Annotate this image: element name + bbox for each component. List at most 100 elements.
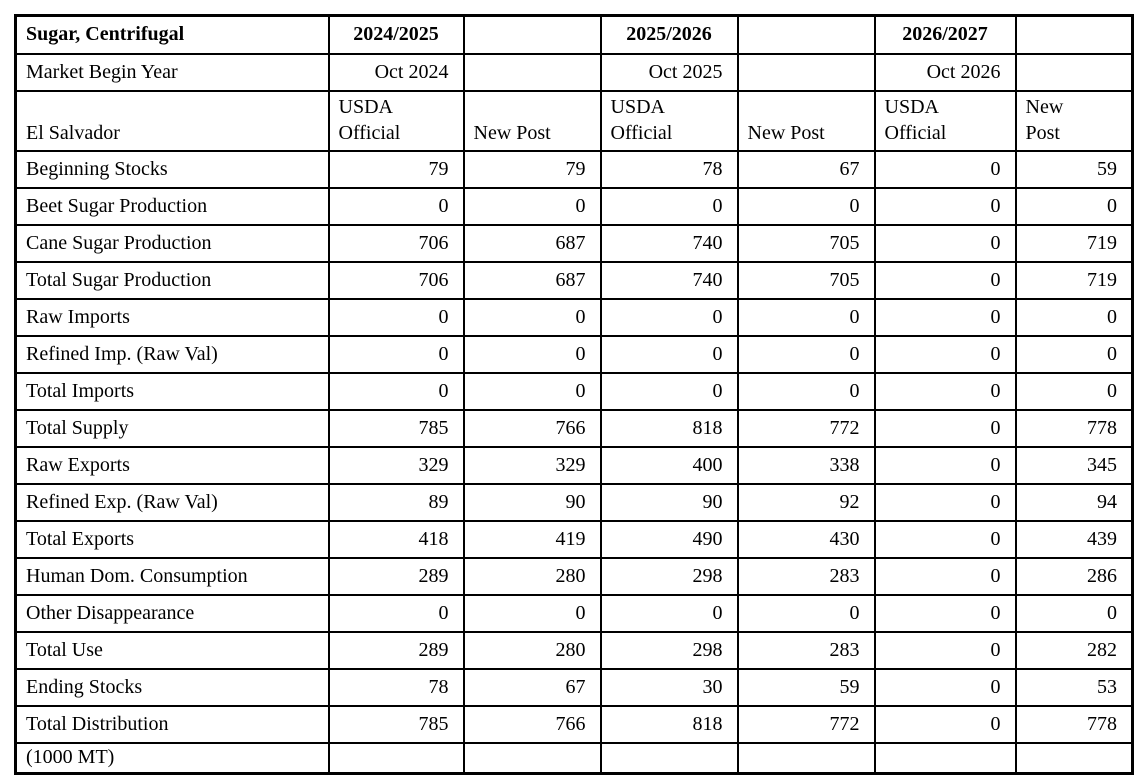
- value-cell: 283: [736, 556, 876, 596]
- value-cell: 0: [327, 593, 465, 633]
- value-cell: 705: [736, 223, 876, 263]
- empty-cell: [736, 741, 876, 775]
- value-cell: 79: [327, 149, 465, 189]
- table-row: Ending Stocks 78 67 30 59 0 53: [14, 667, 1134, 707]
- column-header-usda-official-2: USDA Official: [599, 89, 739, 152]
- value-cell: 0: [462, 186, 602, 226]
- value-cell: 67: [462, 667, 602, 707]
- value-cell: 78: [599, 149, 739, 189]
- value-cell: 0: [599, 334, 739, 374]
- value-cell: 706: [327, 223, 465, 263]
- value-cell: 400: [599, 445, 739, 485]
- value-cell: 0: [736, 297, 876, 337]
- value-cell: 92: [736, 482, 876, 522]
- market-begin-2026: Oct 2026: [873, 52, 1017, 92]
- table-row: Total Use 289 280 298 283 0 282: [14, 630, 1134, 670]
- value-cell: 0: [873, 149, 1017, 189]
- empty-cell: [599, 741, 739, 775]
- value-cell: 282: [1014, 630, 1134, 670]
- value-cell: 0: [736, 334, 876, 374]
- value-cell: 0: [1014, 371, 1134, 411]
- empty-cell: [462, 14, 602, 55]
- value-cell: 89: [327, 482, 465, 522]
- value-cell: 706: [327, 260, 465, 300]
- value-cell: 94: [1014, 482, 1134, 522]
- value-cell: 298: [599, 556, 739, 596]
- value-cell: 740: [599, 260, 739, 300]
- value-cell: 280: [462, 630, 602, 670]
- value-cell: 345: [1014, 445, 1134, 485]
- year-header-2024-2025: 2024/2025: [327, 14, 465, 55]
- value-cell: 0: [1014, 593, 1134, 633]
- value-cell: 719: [1014, 260, 1134, 300]
- value-cell: 289: [327, 556, 465, 596]
- value-cell: 0: [1014, 297, 1134, 337]
- value-cell: 772: [736, 408, 876, 448]
- row-label: Total Imports: [14, 371, 330, 411]
- value-cell: 0: [873, 334, 1017, 374]
- year-header-2025-2026: 2025/2026: [599, 14, 739, 55]
- row-label: Total Sugar Production: [14, 260, 330, 300]
- value-cell: 490: [599, 519, 739, 559]
- row-label: Ending Stocks: [14, 667, 330, 707]
- commodity-year-row: Sugar, Centrifugal 2024/2025 2025/2026 2…: [14, 14, 1134, 55]
- value-cell: 280: [462, 556, 602, 596]
- row-label: Other Disappearance: [14, 593, 330, 633]
- value-cell: 772: [736, 704, 876, 744]
- value-cell: 0: [873, 519, 1017, 559]
- table-row: Raw Imports 0 0 0 0 0 0: [14, 297, 1134, 337]
- row-label: Beet Sugar Production: [14, 186, 330, 226]
- value-cell: 0: [327, 334, 465, 374]
- column-header-new-post-2: New Post: [736, 89, 876, 152]
- value-cell: 0: [736, 371, 876, 411]
- table-row: Total Distribution 785 766 818 772 0 778: [14, 704, 1134, 744]
- empty-cell: [462, 741, 602, 775]
- value-cell: 0: [599, 297, 739, 337]
- value-cell: 0: [873, 445, 1017, 485]
- value-cell: 0: [736, 186, 876, 226]
- value-cell: 0: [873, 482, 1017, 522]
- unit-row: (1000 MT): [14, 741, 1134, 775]
- value-cell: 0: [736, 593, 876, 633]
- value-cell: 329: [462, 445, 602, 485]
- value-cell: 0: [873, 223, 1017, 263]
- value-cell: 705: [736, 260, 876, 300]
- value-cell: 439: [1014, 519, 1134, 559]
- row-label: Human Dom. Consumption: [14, 556, 330, 596]
- value-cell: 67: [736, 149, 876, 189]
- commodity-title: Sugar, Centrifugal: [14, 14, 330, 55]
- value-cell: 0: [873, 260, 1017, 300]
- value-cell: 0: [1014, 334, 1134, 374]
- value-cell: 0: [1014, 186, 1134, 226]
- row-label: Total Use: [14, 630, 330, 670]
- column-header-usda-official-3: USDA Official: [873, 89, 1017, 152]
- value-cell: 78: [327, 667, 465, 707]
- row-label: Refined Imp. (Raw Val): [14, 334, 330, 374]
- value-cell: 0: [462, 371, 602, 411]
- psd-table-body: Beginning Stocks 79 79 78 67 0 59 Beet S…: [14, 149, 1134, 744]
- empty-cell: [462, 52, 602, 92]
- table-row: Raw Exports 329 329 400 338 0 345: [14, 445, 1134, 485]
- table-row: Human Dom. Consumption 289 280 298 283 0…: [14, 556, 1134, 596]
- value-cell: 0: [462, 593, 602, 633]
- value-cell: 785: [327, 408, 465, 448]
- value-cell: 79: [462, 149, 602, 189]
- table-row: Other Disappearance 0 0 0 0 0 0: [14, 593, 1134, 633]
- value-cell: 286: [1014, 556, 1134, 596]
- value-cell: 0: [873, 667, 1017, 707]
- value-cell: 0: [873, 297, 1017, 337]
- value-cell: 0: [873, 704, 1017, 744]
- psd-table: Sugar, Centrifugal 2024/2025 2025/2026 2…: [14, 14, 1134, 775]
- value-cell: 0: [873, 186, 1017, 226]
- table-row: Refined Exp. (Raw Val) 89 90 90 92 0 94: [14, 482, 1134, 522]
- table-row: Total Exports 418 419 490 430 0 439: [14, 519, 1134, 559]
- value-cell: 740: [599, 223, 739, 263]
- value-cell: 59: [736, 667, 876, 707]
- empty-cell: [1014, 14, 1134, 55]
- value-cell: 687: [462, 260, 602, 300]
- value-cell: 0: [873, 630, 1017, 670]
- value-cell: 766: [462, 408, 602, 448]
- value-cell: 778: [1014, 704, 1134, 744]
- table-row: Total Sugar Production 706 687 740 705 0…: [14, 260, 1134, 300]
- row-label: Raw Imports: [14, 297, 330, 337]
